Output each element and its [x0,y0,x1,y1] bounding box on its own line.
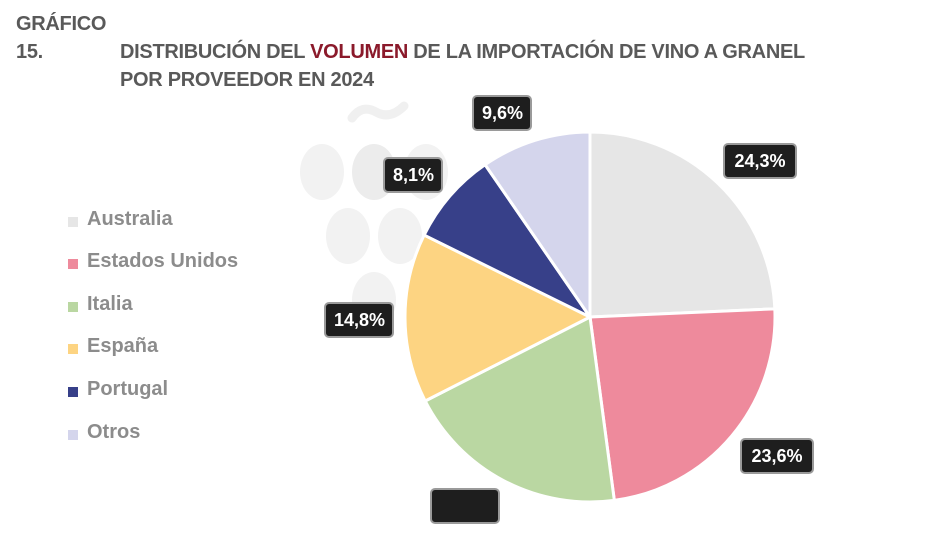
figure-number: GRÁFICO 15. [16,13,107,63]
pie-slice-estados-unidos [588,307,777,502]
pie-slice-espana [403,233,592,403]
legend: Australia Estados Unidos Italia España Portu… [68,190,238,446]
title-line-1: GRÁFICO 15. DISTRIBUCIÓN DEL VOLUMEN DE L… [16,10,805,66]
data-label: 24,3% [723,143,797,179]
legend-swatch-icon [68,301,78,312]
legend-label: Australia [87,207,173,230]
data-label: 9,6% [472,95,532,131]
pie-slice-italia [423,315,616,504]
legend-label: Estados Unidos [87,250,239,273]
legend-item: Otros [68,403,238,446]
legend-swatch-icon [68,344,78,355]
data-label [430,488,500,524]
pie-slice-australia [588,130,777,319]
legend-item: España [68,318,238,361]
legend-swatch-icon [68,259,78,270]
data-label: 8,1% [383,157,443,193]
legend-label: Otros [87,420,141,443]
legend-label: Portugal [87,377,169,400]
legend-item: Australia [68,190,238,233]
data-label: 14,8% [324,302,394,338]
title-text-b: DE LA IMPORTACIÓN DE VINO A GRANEL [408,41,805,63]
legend-label: España [87,335,159,358]
data-label: 23,6% [740,438,814,474]
legend-swatch-icon [68,386,78,397]
legend-swatch-icon [68,216,78,227]
legend-swatch-icon [68,429,78,440]
pie-slices [403,130,777,504]
title-highlight: VOLUMEN [310,41,409,63]
title-text-a: DISTRIBUCIÓN DEL [120,41,311,63]
legend-label: Italia [87,292,133,315]
legend-item: Estados Unidos [68,233,238,276]
pie-slice-otros [483,130,592,319]
pie-slice-portugal [422,163,592,319]
chart-title: GRÁFICO 15. DISTRIBUCIÓN DEL VOLUMEN DE L… [16,10,805,94]
legend-item: Italia [68,275,238,318]
title-line-2: POR PROVEEDOR EN 2024 [120,69,374,91]
legend-item: Portugal [68,360,238,403]
